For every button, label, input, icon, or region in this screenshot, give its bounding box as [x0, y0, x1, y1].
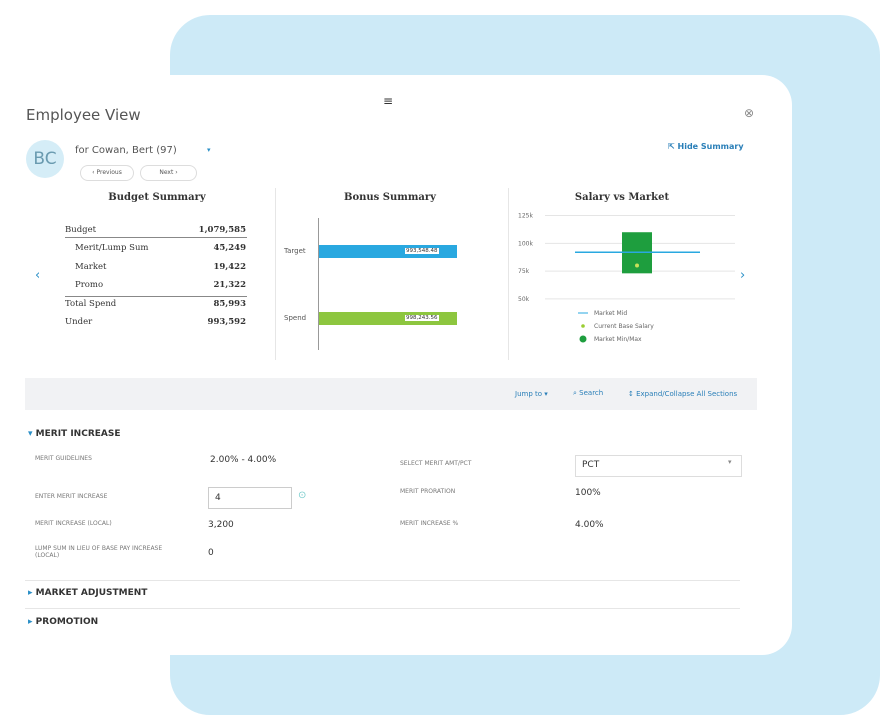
panel-title: Budget Summary	[108, 192, 206, 203]
rule	[65, 237, 247, 238]
budget-value: 1,079,585	[198, 225, 246, 235]
bonus-label: Spend	[284, 314, 307, 322]
select-arrow: ▾	[728, 458, 732, 466]
search[interactable]: ⌕ Search	[573, 389, 604, 397]
toolbar	[25, 378, 757, 410]
menu-icon[interactable]: ≡	[383, 94, 394, 108]
y-tick-label: 75k	[518, 268, 530, 275]
section-header[interactable]: ▸ PROMOTION	[28, 617, 99, 627]
axis	[318, 218, 319, 350]
jump-to[interactable]: Jump to ▾	[515, 390, 548, 398]
avatar: BC	[26, 140, 64, 178]
budget-label: Total Spend	[65, 299, 117, 309]
section-title: MERIT INCREASE	[35, 429, 121, 439]
field-label: SELECT MERIT AMT/PCT	[400, 460, 472, 467]
jump-to-label: Jump to	[515, 390, 543, 398]
section-header[interactable]: ▸ MARKET ADJUSTMENT	[28, 588, 148, 598]
budget-label: Budget	[65, 225, 97, 235]
y-tick-label: 100k	[518, 240, 533, 247]
hide-summary[interactable]: ⇱ Hide Summary	[668, 142, 744, 151]
field-label: MERIT PRORATION	[400, 488, 456, 495]
budget-value: 45,249	[213, 243, 246, 253]
search-label: Search	[579, 389, 604, 397]
budget-label: Merit/Lump Sum	[75, 243, 149, 253]
field-value: 100%	[575, 488, 601, 498]
card	[0, 75, 792, 655]
hide-summary-label: Hide Summary	[677, 142, 744, 151]
legend-swatch	[579, 335, 587, 343]
dropdown-icon[interactable]: ▾	[207, 146, 211, 154]
previous-button[interactable]: ‹ Previous	[80, 165, 134, 181]
carousel-next[interactable]: ›	[740, 268, 746, 283]
budget-label: Promo	[75, 280, 104, 290]
budget-value: 21,322	[213, 280, 246, 290]
title: Employee View	[26, 106, 141, 124]
panel-title: Bonus Summary	[344, 192, 436, 203]
budget-label: Under	[65, 317, 93, 327]
budget-value: 85,993	[213, 299, 246, 309]
divider	[25, 580, 740, 581]
bonus-label: Target	[284, 247, 306, 255]
section-title: PROMOTION	[35, 617, 99, 627]
field-value[interactable]: PCT	[582, 460, 600, 470]
bonus-value: 993,548.48	[405, 248, 439, 254]
field-value: 4.00%	[575, 520, 604, 530]
budget-value: 19,422	[213, 262, 246, 272]
current-salary	[635, 263, 639, 268]
field-label: MERIT INCREASE (LOCAL)	[35, 520, 112, 527]
field-label: MERIT GUIDELINES	[35, 455, 92, 462]
rule	[65, 296, 247, 297]
field-label: LUMP SUM IN LIEU OF BASE PAY INCREASE (L…	[35, 545, 163, 559]
info-icon: ⊙	[298, 490, 307, 501]
divider	[275, 188, 276, 360]
bonus-value: 998,243.56	[405, 315, 439, 321]
section-title: MARKET ADJUSTMENT	[35, 588, 148, 598]
carousel-prev[interactable]: ‹	[35, 268, 41, 283]
budget-label: Market	[75, 262, 107, 272]
next-button[interactable]: Next ›	[140, 165, 197, 181]
previous-label: Previous	[96, 169, 122, 176]
field-value: 2.00% - 4.00%	[210, 455, 277, 465]
employee-name[interactable]: for Cowan, Bert (97)	[75, 145, 177, 156]
field-label: MERIT INCREASE %	[400, 520, 459, 527]
legend-label: Market Min/Max	[594, 336, 642, 343]
salary-chart: 50k 75k 100k 125k Market Mid Current Base Sal…	[518, 213, 735, 343]
expand-all[interactable]: ↕ Expand/Collapse All Sections	[628, 390, 738, 398]
legend-label: Market Mid	[594, 310, 627, 317]
budget-value: 993,592	[207, 317, 246, 327]
field-value: 3,200	[208, 520, 234, 530]
divider	[25, 608, 740, 609]
field-value: 0	[208, 548, 214, 558]
y-tick-label: 50k	[518, 296, 530, 303]
y-tick-label: 125k	[518, 213, 533, 220]
section-header[interactable]: ▾ MERIT INCREASE	[28, 429, 121, 439]
select[interactable]	[575, 455, 742, 477]
input[interactable]	[208, 487, 292, 509]
field-label: ENTER MERIT INCREASE	[35, 493, 108, 500]
close-icon[interactable]: ⊗	[744, 106, 755, 120]
legend-swatch	[581, 324, 585, 328]
expand-label: Expand/Collapse All Sections	[636, 390, 738, 398]
divider	[508, 188, 509, 360]
panel-title: Salary vs Market	[574, 192, 670, 203]
legend-label: Current Base Salary	[594, 323, 654, 330]
field-value[interactable]: 4	[215, 493, 221, 503]
next-label: Next	[159, 169, 174, 176]
